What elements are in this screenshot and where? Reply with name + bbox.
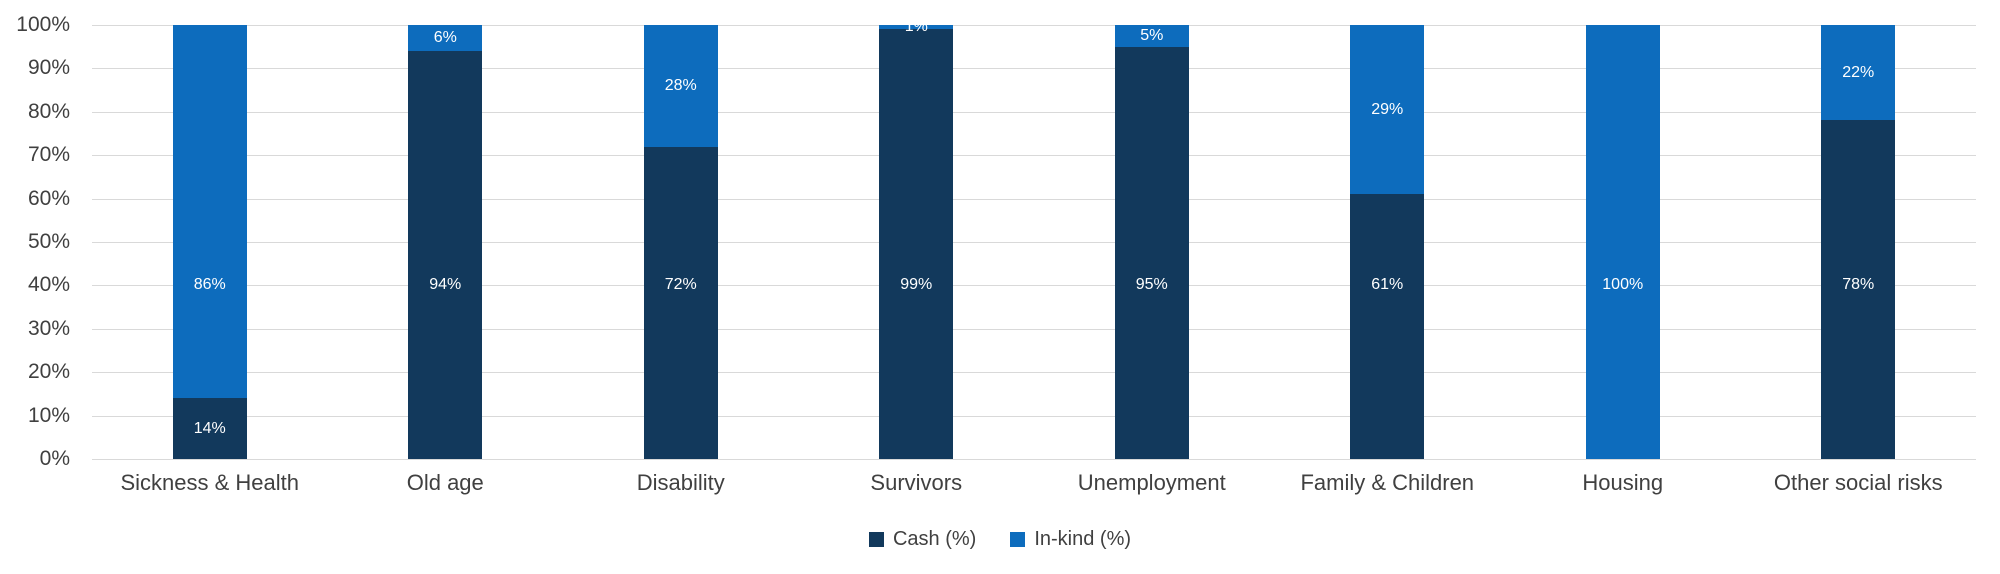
gridline [92,68,1976,70]
category-label: Disability [636,470,725,495]
gridline [92,155,1976,157]
legend-marker-inkind [1010,531,1026,547]
y-tick-label: 70% [27,143,70,167]
gridline [92,459,1976,460]
y-tick-label: 50% [27,230,70,253]
gridline [92,198,1976,200]
bar-segment-inkind [1114,25,1189,47]
bar-segment-cash [172,398,247,459]
y-tick-label: 20% [27,360,70,384]
data-label-inkind: 1% [904,18,928,36]
category-label: Housing [1582,470,1664,495]
category-label: Old age [406,470,484,495]
bar-segment-inkind [1821,25,1896,121]
bar-segment-cash [1350,194,1425,459]
y-tick-label: 0% [39,447,70,470]
x-axis: Sickness & Health Old age Disability Surviv… [92,470,1976,502]
data-label-inkind: 28% [664,76,697,94]
data-label-cash: 94% [429,276,462,294]
bar-column: 95% 5% [1114,25,1189,459]
gridline [92,242,1976,243]
bar-segment-cash [643,146,718,459]
bar-segment-cash [1821,120,1896,459]
plot-area: 14% 86% 94% 6% 72% 28% 99% 1% 95% 5% 61% 29% 100% 78%… [92,19,1976,460]
bar-segment-cash [1114,46,1189,459]
gridline [92,285,1976,287]
bar-segment-inkind [643,25,718,147]
gridline [92,111,1976,113]
bar-segment-cash [408,51,483,459]
y-tick-label: 30% [27,316,70,340]
bar-segment-cash [879,29,954,459]
y-tick-label: 90% [27,56,70,80]
data-label-inkind: 22% [1842,63,1875,81]
gridline [92,372,1976,374]
legend-item-cash: Cash (%) [868,528,977,550]
data-label-cash: 95% [1135,276,1168,294]
bar-segment-inkind [1585,25,1660,459]
category-label: Unemployment [1077,470,1226,495]
gridline [92,25,1976,26]
data-label-cash: 61% [1371,276,1404,294]
data-label-inkind: 5% [1140,26,1164,44]
bar-segment-inkind [408,25,483,52]
bar-column: 99% 1% [879,19,954,459]
data-label-inkind: 100% [1602,276,1644,294]
legend-label: In-kind (%) [1034,528,1132,550]
legend-marker-cash [868,531,884,547]
category-label: Other social risks [1773,470,1943,495]
y-tick-label: 10% [27,403,70,427]
bar-column: 14% 86% [172,25,247,459]
data-label-cash: 99% [900,276,933,294]
bar-segment-inkind [172,25,247,399]
bar-segment-inkind [1350,25,1425,195]
legend-label: Cash (%) [892,528,977,550]
gridline [92,415,1976,417]
y-tick-label: 100% [16,13,70,36]
category-label: Family & Children [1300,470,1475,495]
y-tick-label: 80% [27,99,70,123]
y-tick-label: 60% [27,186,70,210]
data-label-inkind: 6% [433,29,457,47]
category-label: Sickness & Health [120,470,300,495]
bar-column: 94% 6% [408,25,483,459]
gridline [92,328,1976,330]
legend-item-inkind: In-kind (%) [1010,529,1131,549]
y-tick-label: 40% [27,273,70,297]
bar-column: 100% [1585,25,1660,459]
legend: Cash (%) In-kind (%) [0,529,2000,549]
bar-column: 78% 22% [1821,25,1896,459]
y-axis: 100% 90% 80% 70% 60% 50% 40% 30% 20% 10% 0% [0,13,70,470]
data-label-inkind: 29% [1371,100,1404,118]
data-label-inkind: 86% [193,276,226,294]
bar-column: 61% 29% [1350,25,1425,459]
data-label-cash: 14% [193,419,226,437]
data-label-cash: 72% [664,276,697,294]
data-label-cash: 78% [1842,276,1875,294]
bar-segment-inkind [879,25,954,30]
category-label: Survivors [870,470,963,495]
bar-column: 72% 28% [643,25,718,459]
